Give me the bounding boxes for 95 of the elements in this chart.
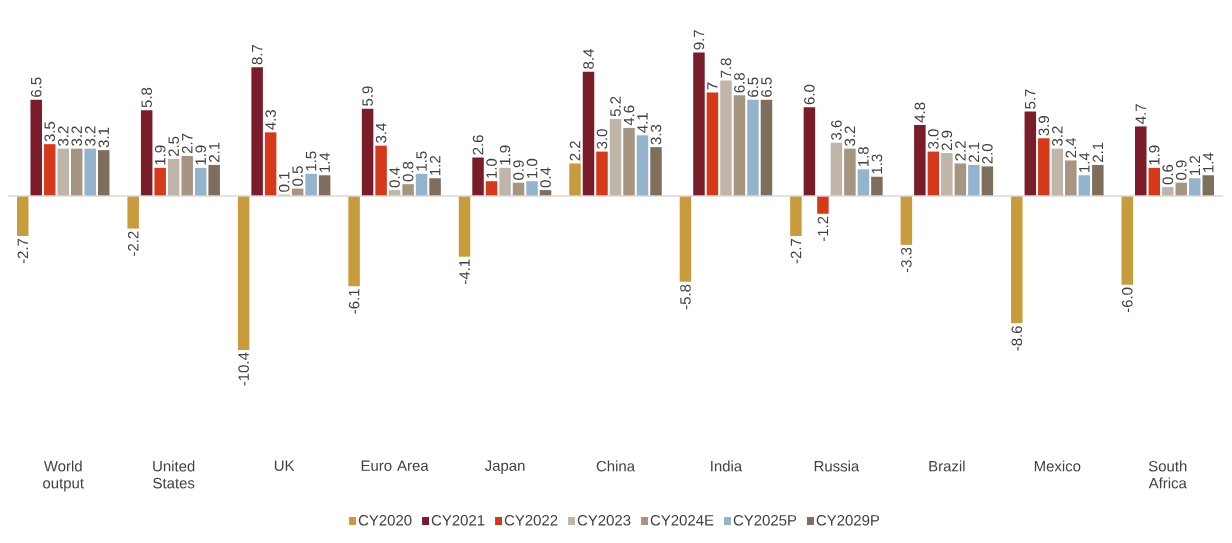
data-label: -2.2 xyxy=(127,231,139,256)
data-label: 2.5 xyxy=(168,136,179,157)
data-label: 3.2 xyxy=(57,126,69,146)
data-label: 1.5 xyxy=(416,151,427,171)
data-label: 5.7 xyxy=(1025,89,1036,109)
data-label: 0.8 xyxy=(402,161,414,182)
data-label: 2.1 xyxy=(208,142,220,162)
data-label: 1.4 xyxy=(1079,152,1090,172)
data-label: 3.1 xyxy=(98,127,110,148)
legend-label: CY2023 xyxy=(577,515,631,526)
legend-label: CY2022 xyxy=(504,515,558,526)
data-label: 6.5 xyxy=(30,77,42,97)
data-label: 2.6 xyxy=(472,135,484,155)
data-label: 4.6 xyxy=(623,105,635,126)
x-tick-label: UK xyxy=(274,460,295,471)
data-label: 1.5 xyxy=(305,151,317,171)
data-label: 3.9 xyxy=(1038,116,1050,136)
data-label: 3.2 xyxy=(844,126,856,146)
data-label: 0.4 xyxy=(389,167,400,188)
data-label: 4.3 xyxy=(265,110,276,130)
data-label: 2.4 xyxy=(1065,137,1077,158)
data-label: 6.0 xyxy=(804,84,815,105)
data-label: 0.6 xyxy=(1162,164,1174,185)
data-label: -10.4 xyxy=(238,352,249,386)
data-label: 5.9 xyxy=(362,86,373,106)
data-label: 2.9 xyxy=(941,130,953,151)
data-label: 7 xyxy=(707,82,718,90)
data-label: 6.5 xyxy=(761,77,772,97)
data-label: 0.9 xyxy=(1175,160,1187,180)
x-tick-label: India xyxy=(711,460,743,472)
data-label: 1.4 xyxy=(1203,152,1214,172)
data-label: 3.0 xyxy=(928,129,939,149)
data-label: 0.4 xyxy=(540,167,551,188)
data-label: 3.6 xyxy=(831,120,842,140)
data-label: 4.8 xyxy=(914,102,926,123)
data-label: 0.9 xyxy=(513,160,524,180)
data-label: -6.0 xyxy=(1121,287,1133,313)
data-label: -6.1 xyxy=(348,289,360,314)
x-tick-label: United States xyxy=(153,460,195,489)
data-label: 3.2 xyxy=(1052,126,1063,146)
data-label: 1.4 xyxy=(319,152,330,172)
data-label: -2.7 xyxy=(17,238,28,264)
data-label: 2.7 xyxy=(181,133,193,154)
data-label: 9.7 xyxy=(693,30,705,50)
data-label: 1.8 xyxy=(858,147,869,167)
data-label: -1.2 xyxy=(817,216,829,242)
x-tick-label: Japan xyxy=(484,460,525,474)
data-label: 6.8 xyxy=(734,73,745,93)
data-label: -8.6 xyxy=(1011,326,1023,351)
legend-label: CY2029P xyxy=(816,515,880,526)
legend-label: CY2020 xyxy=(358,515,412,526)
data-label: 2.2 xyxy=(955,141,966,161)
data-label: 1.9 xyxy=(1148,145,1160,165)
x-tick-label: World output xyxy=(43,460,84,492)
data-label: -5.8 xyxy=(680,284,691,310)
data-label: 1.9 xyxy=(499,145,511,165)
data-label: 0.1 xyxy=(278,172,290,192)
data-label: 1.0 xyxy=(526,158,538,178)
data-label: 1.9 xyxy=(154,145,166,165)
data-label: 5.8 xyxy=(141,87,152,108)
data-label: 1.0 xyxy=(486,158,497,178)
data-label: 3.5 xyxy=(44,121,56,142)
data-label: 6.5 xyxy=(747,77,759,97)
legend-label: CY2024E xyxy=(650,515,714,526)
data-label: 1.3 xyxy=(871,154,883,174)
data-label: 7.8 xyxy=(720,58,732,78)
x-tick-label: Euro Area xyxy=(361,460,429,471)
data-label: 0.5 xyxy=(292,166,303,186)
data-label: 8.7 xyxy=(251,44,263,65)
data-label: 8.4 xyxy=(583,49,594,69)
x-tick-label: South Africa xyxy=(1148,460,1187,489)
data-label: 1.2 xyxy=(1189,156,1200,175)
data-label: -3.3 xyxy=(901,247,912,273)
data-label: 3.2 xyxy=(71,126,83,146)
legend-label: CY2025P xyxy=(733,515,797,526)
data-label: 5.2 xyxy=(610,96,621,117)
data-label: 3.2 xyxy=(84,126,96,146)
data-label: 1.9 xyxy=(195,145,206,165)
data-label: 4.1 xyxy=(637,113,648,133)
x-tick-label: Brazil xyxy=(929,460,965,472)
data-label: 2.0 xyxy=(982,144,993,164)
data-label: 1.2 xyxy=(429,156,441,175)
data-label: 3.3 xyxy=(650,124,662,145)
x-tick-label: China xyxy=(596,460,636,472)
data-label: 3.0 xyxy=(596,129,608,149)
data-label: -2.7 xyxy=(790,238,802,264)
x-tick-label: Mexico xyxy=(1034,460,1081,472)
data-label: 2.1 xyxy=(968,142,980,162)
legend-label: CY2021 xyxy=(431,515,485,526)
data-label: 3.4 xyxy=(375,123,387,143)
data-label: 4.7 xyxy=(1135,104,1146,124)
data-label: 2.1 xyxy=(1092,142,1104,162)
data-label: -4.1 xyxy=(459,259,470,284)
x-tick-label: Russia xyxy=(814,460,860,472)
data-label: 2.2 xyxy=(569,141,581,161)
